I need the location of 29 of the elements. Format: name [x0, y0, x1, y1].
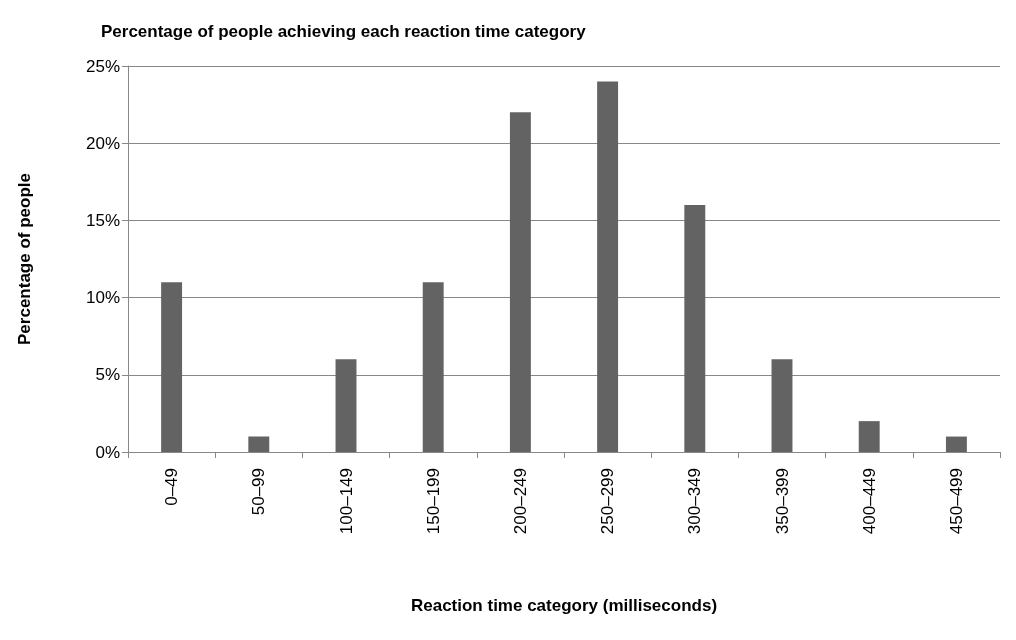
- x-tick-label: 400–449: [859, 468, 879, 535]
- y-tick-label: 25%: [85, 56, 120, 76]
- bar: [945, 436, 967, 452]
- x-tick-label: 0–49: [162, 468, 182, 506]
- bar: [248, 436, 270, 452]
- x-tick-label: 100–149: [336, 468, 356, 535]
- bar: [335, 359, 357, 452]
- x-tick-label: 300–349: [685, 468, 705, 535]
- y-tick-label: 10%: [85, 288, 120, 308]
- y-tick-label: 5%: [95, 365, 120, 385]
- bar: [509, 112, 531, 452]
- x-axis-title: Reaction time category (milliseconds): [410, 596, 718, 615]
- chart-title: Percentage of people achieving each reaction time category: [101, 22, 587, 41]
- y-tick-label: 20%: [85, 133, 120, 153]
- bar: [597, 81, 619, 452]
- bar: [422, 282, 444, 452]
- y-tick-label: 15%: [85, 210, 120, 230]
- x-tick-label: 450–499: [946, 468, 966, 535]
- x-tick-label: 350–399: [772, 468, 792, 535]
- bar: [161, 282, 183, 452]
- x-tick-label: 250–299: [598, 468, 618, 535]
- x-tick-label: 50–99: [249, 468, 269, 516]
- y-tick-label: 0%: [95, 442, 120, 462]
- y-axis-title: Percentage of people: [15, 173, 34, 345]
- bar: [858, 421, 880, 452]
- x-tick-label: 200–249: [510, 468, 530, 535]
- bar: [771, 359, 793, 452]
- x-tick-label: 150–199: [423, 468, 443, 535]
- bar: [684, 204, 706, 452]
